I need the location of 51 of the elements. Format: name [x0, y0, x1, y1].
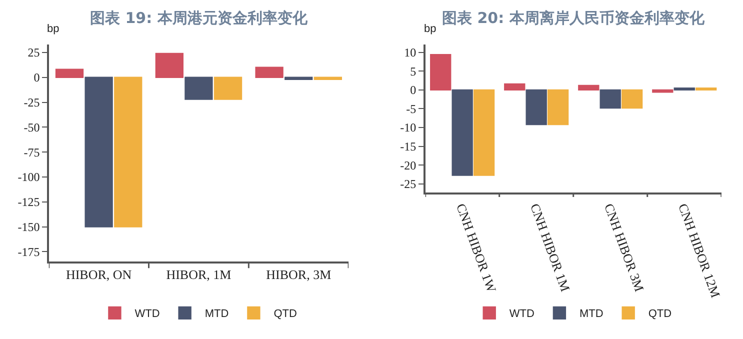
bar: [430, 54, 452, 91]
legend-label: MTD: [579, 308, 604, 320]
y-tick-label: -20: [400, 158, 416, 172]
bar: [621, 89, 643, 109]
bar: [214, 76, 242, 100]
x-tick-label: CNH HIBOR 1W: [453, 202, 500, 295]
bar: [55, 68, 84, 78]
y-tick-label: 5: [410, 64, 416, 78]
bar: [84, 76, 113, 228]
y-tick-label: -175: [18, 244, 40, 259]
y-tick-label: -150: [18, 220, 40, 234]
x-tick-label: CNH HIBOR 12M: [675, 202, 724, 300]
y-tick-label: 0: [34, 70, 40, 85]
y-tick-label: -50: [24, 120, 40, 134]
x-tick-label: CNH HIBOR 1M: [527, 202, 574, 294]
bar: [547, 89, 569, 126]
y-tick-label: -25: [24, 95, 40, 110]
bar: [255, 66, 284, 78]
bar: [578, 84, 600, 91]
y-tick-label: -10: [400, 120, 416, 135]
y-tick-label: -100: [18, 170, 40, 184]
y-tick-label: 10: [404, 46, 416, 60]
bar: [452, 89, 473, 176]
bar: [184, 76, 213, 100]
chart-title: 图表 20: 本周离岸人民币资金利率变化: [442, 9, 706, 27]
y-tick-label: 0: [410, 83, 416, 98]
bar: [155, 52, 184, 78]
bar: [473, 89, 495, 176]
legend-label: MTD: [204, 308, 229, 320]
bar: [526, 89, 547, 126]
x-tick-label: HIBOR, 1M: [166, 266, 232, 282]
y-tick-label: -125: [18, 195, 40, 210]
bar: [114, 76, 142, 228]
bar: [652, 89, 674, 93]
y-tick-label: 25: [28, 46, 40, 60]
legend-label: QTD: [648, 308, 672, 320]
legend-label: QTD: [274, 308, 297, 320]
legend-label: WTD: [509, 308, 534, 320]
bar: [600, 89, 621, 109]
x-tick-label: HIBOR, ON: [66, 266, 132, 282]
y-tick-label: -75: [24, 145, 40, 160]
x-tick-label: CNH HIBOR 3M: [601, 202, 648, 294]
y-tick-label: -5: [406, 102, 416, 116]
y-axis-title: bp: [424, 23, 436, 35]
y-tick-label: -15: [400, 140, 416, 154]
x-tick-label: HIBOR, 3M: [266, 266, 332, 282]
y-tick-label: -25: [400, 177, 416, 192]
legend-label: WTD: [134, 308, 160, 320]
y-axis-title: bp: [47, 23, 60, 35]
chart-title: 图表 19: 本周港元资金利率变化: [90, 9, 308, 27]
bar: [504, 83, 526, 91]
